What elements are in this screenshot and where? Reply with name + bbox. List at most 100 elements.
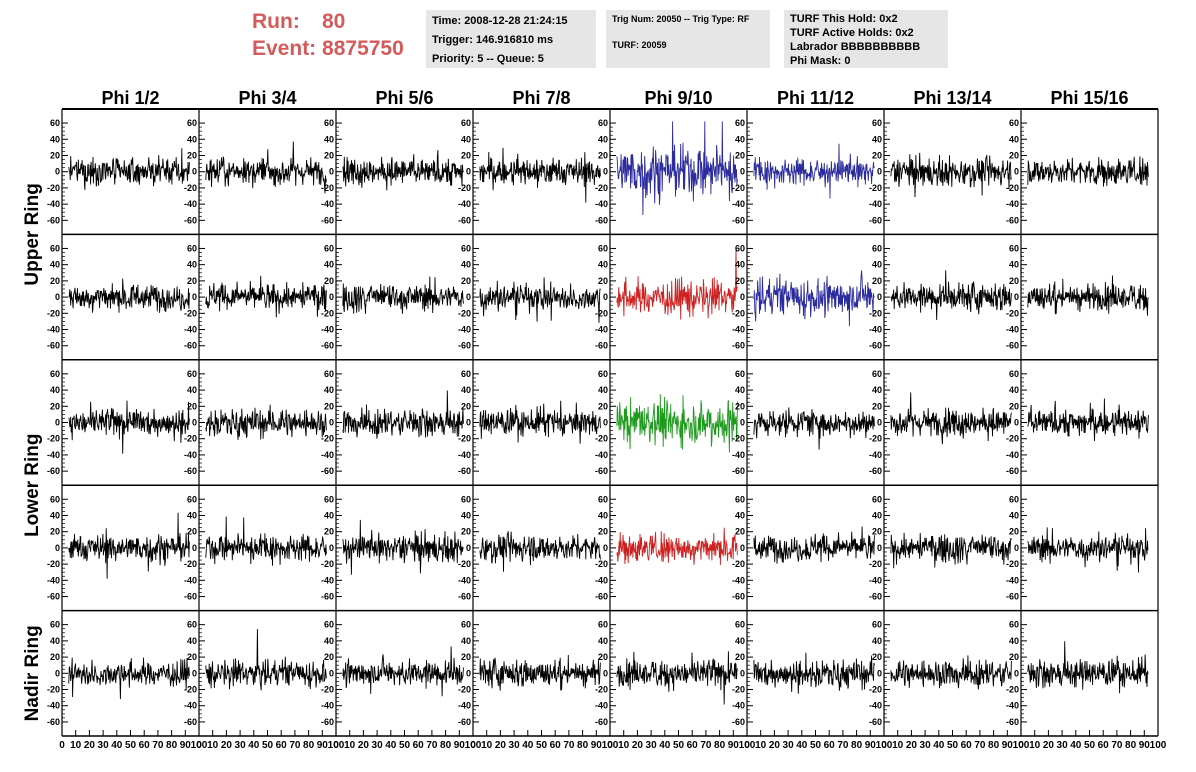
y-tick-label: 40 xyxy=(872,260,882,270)
x-tick-label: 90 xyxy=(454,740,466,751)
x-tick-label: 90 xyxy=(1002,740,1014,751)
y-tick-label: 40 xyxy=(872,636,882,646)
y-tick-label: 20 xyxy=(872,150,882,160)
y-tick-label: 40 xyxy=(1009,385,1019,395)
y-tick-label: 20 xyxy=(324,527,334,537)
y-tick-label: 60 xyxy=(1009,369,1019,379)
y-tick-label: -60 xyxy=(732,341,745,351)
y-tick-label: 60 xyxy=(461,118,471,128)
y-tick-label: -60 xyxy=(47,592,60,602)
waveform-trace xyxy=(1027,527,1149,573)
y-tick-label: -20 xyxy=(184,559,197,569)
waveform-panel: -60 -40 -20 0 20 40 60 xyxy=(321,118,464,225)
y-tick-label: 40 xyxy=(598,636,608,646)
y-tick-label: -40 xyxy=(184,575,197,585)
y-tick-label: 0 xyxy=(329,292,334,302)
y-tick-label: 60 xyxy=(598,243,608,253)
waveform-panel: -60 -40 -20 0 20 40 60 xyxy=(321,620,464,727)
x-tick-label: 60 xyxy=(687,740,699,751)
y-tick-label: 20 xyxy=(872,652,882,662)
waveform-trace xyxy=(890,152,1012,198)
y-tick-label: -60 xyxy=(732,466,745,476)
y-tick-label: -20 xyxy=(321,685,334,695)
y-tick-label: 20 xyxy=(50,652,60,662)
y-tick-label: 60 xyxy=(598,369,608,379)
y-tick-label: 40 xyxy=(461,510,471,520)
column-header: Phi 3/4 xyxy=(238,88,296,108)
y-tick-label: 60 xyxy=(187,369,197,379)
y-tick-label: -40 xyxy=(47,701,60,711)
y-tick-label: -60 xyxy=(595,466,608,476)
y-tick-label: 60 xyxy=(1009,494,1019,504)
column-header: Phi 7/8 xyxy=(512,88,570,108)
y-tick-label: 40 xyxy=(324,510,334,520)
y-tick-label: 40 xyxy=(324,385,334,395)
waveform-panel: -60 -40 -20 0 20 40 60 xyxy=(47,620,190,727)
y-tick-label: 60 xyxy=(598,620,608,630)
y-tick-label: 20 xyxy=(735,401,745,411)
y-tick-label: -60 xyxy=(458,215,471,225)
waveform-trace xyxy=(890,392,1012,445)
y-tick-label: 0 xyxy=(1014,418,1019,428)
x-tick-label: 10 xyxy=(344,740,356,751)
y-tick-label: 40 xyxy=(187,260,197,270)
y-tick-label: 40 xyxy=(735,260,745,270)
x-tick-label: 30 xyxy=(235,740,247,751)
y-tick-label: -40 xyxy=(47,199,60,209)
y-tick-label: -20 xyxy=(732,308,745,318)
y-tick-label: 20 xyxy=(324,276,334,286)
y-tick-label: -40 xyxy=(321,325,334,335)
y-tick-label: -40 xyxy=(732,450,745,460)
this-hold-text: TURF This Hold: 0x2 xyxy=(790,13,898,25)
y-tick-label: -20 xyxy=(1006,308,1019,318)
y-tick-label: -60 xyxy=(1006,717,1019,727)
y-tick-label: 20 xyxy=(461,401,471,411)
y-tick-label: -40 xyxy=(458,575,471,585)
waveform-panel: -60 -40 -20 0 20 40 60 xyxy=(458,243,601,351)
y-tick-label: 60 xyxy=(324,369,334,379)
waveform-trace xyxy=(68,657,190,700)
y-tick-label: 0 xyxy=(1014,668,1019,678)
y-tick-label: 20 xyxy=(461,527,471,537)
column-header: Phi 11/12 xyxy=(777,88,854,108)
y-tick-label: -40 xyxy=(184,325,197,335)
y-tick-label: -20 xyxy=(1006,559,1019,569)
y-tick-label: 20 xyxy=(1009,276,1019,286)
y-tick-label: -40 xyxy=(321,701,334,711)
y-tick-label: -20 xyxy=(321,308,334,318)
y-tick-label: -40 xyxy=(321,450,334,460)
x-tick-label: 50 xyxy=(1084,740,1096,751)
y-tick-label: -40 xyxy=(869,701,882,711)
y-tick-label: -60 xyxy=(595,215,608,225)
y-tick-label: 0 xyxy=(603,167,608,177)
y-tick-label: 20 xyxy=(872,401,882,411)
y-tick-label: 0 xyxy=(466,418,471,428)
y-tick-label: -60 xyxy=(47,341,60,351)
x-tick-label: 0 xyxy=(607,740,613,751)
y-tick-label: 60 xyxy=(872,369,882,379)
waveform-trace xyxy=(753,526,875,564)
y-tick-label: 20 xyxy=(187,401,197,411)
x-tick-label: 60 xyxy=(276,740,288,751)
x-tick-label: 40 xyxy=(1070,740,1082,751)
y-tick-label: -40 xyxy=(595,199,608,209)
waveform-trace xyxy=(753,407,875,450)
event-line: Event: 8875750 xyxy=(252,35,404,62)
y-tick-label: 20 xyxy=(50,401,60,411)
waveform-trace xyxy=(205,516,327,566)
y-tick-label: 20 xyxy=(187,276,197,286)
x-tick-label: 60 xyxy=(1098,740,1110,751)
y-tick-label: 0 xyxy=(55,543,60,553)
waveform-panel: -60 -40 -20 0 20 40 60 xyxy=(184,494,327,602)
column-header: Phi 15/16 xyxy=(1050,88,1128,108)
waveform-trace xyxy=(1027,641,1149,694)
trig-text: Trig Num: 20050 -- Trig Type: RF xyxy=(612,14,750,24)
y-tick-label: -20 xyxy=(47,685,60,695)
y-tick-label: -60 xyxy=(1006,592,1019,602)
waveform-panel: -60 -40 -20 0 20 40 60 xyxy=(458,494,601,602)
x-tick-label: 60 xyxy=(139,740,151,751)
y-tick-label: 20 xyxy=(50,150,60,160)
ring-label: Upper Ring xyxy=(22,183,43,285)
y-tick-label: -20 xyxy=(458,559,471,569)
waveform-panel: -60 -40 -20 0 20 40 60 xyxy=(458,369,601,476)
